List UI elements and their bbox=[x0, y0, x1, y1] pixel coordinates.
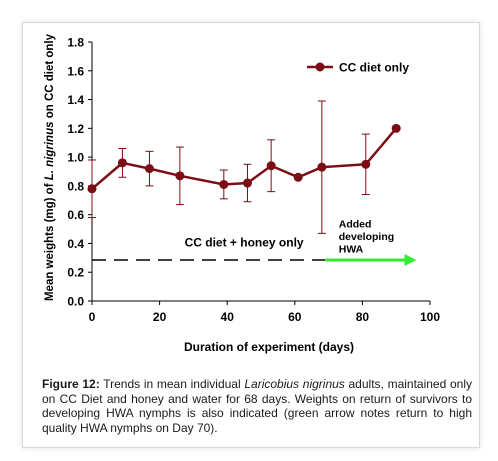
legend-marker bbox=[315, 62, 325, 72]
y-axis-title-suffix: on CC diet only bbox=[44, 33, 56, 121]
data-point bbox=[144, 164, 154, 174]
data-point bbox=[293, 172, 303, 182]
data-point bbox=[361, 159, 371, 169]
data-point bbox=[266, 161, 276, 171]
data-point bbox=[175, 171, 185, 181]
x-axis-title: Duration of experiment (days) bbox=[184, 340, 354, 354]
y-tick-label: 1.0 bbox=[67, 151, 84, 165]
y-tick-label: 1.8 bbox=[67, 36, 84, 50]
y-tick-label: 0.0 bbox=[67, 295, 84, 309]
data-point bbox=[219, 179, 229, 189]
annotation-hwa-line: Added bbox=[339, 219, 372, 231]
y-tick-label: 1.6 bbox=[67, 64, 84, 78]
caption-text-before: Trends in mean individual bbox=[99, 377, 245, 391]
y-tick-label: 1.4 bbox=[67, 93, 84, 107]
x-tick-label: 100 bbox=[420, 310, 440, 324]
caption-species: Laricobius nigrinus bbox=[244, 377, 345, 391]
x-tick-label: 0 bbox=[89, 310, 96, 324]
data-point bbox=[391, 123, 401, 133]
x-tick-label: 40 bbox=[221, 310, 235, 324]
data-point bbox=[242, 178, 252, 188]
y-axis-title-species: L. nigrinus bbox=[44, 122, 56, 181]
annotation-hwa-line: developing bbox=[339, 231, 394, 243]
y-axis-title: Mean weights (mg) of L. nigrinus on CC d… bbox=[44, 33, 56, 301]
data-point bbox=[317, 162, 327, 172]
annotation-honey: CC diet + honey only bbox=[185, 235, 304, 249]
caption-text-after: adults, maintained only on CC Diet and h… bbox=[42, 377, 472, 435]
y-tick-label: 0.8 bbox=[67, 179, 84, 193]
series-line bbox=[91, 127, 398, 190]
y-tick-label: 0.4 bbox=[67, 237, 84, 251]
caption-label: Figure 12: bbox=[42, 377, 100, 391]
figure-frame bbox=[22, 22, 480, 448]
legend-label: CC diet only bbox=[339, 61, 409, 75]
y-axis-title-prefix: Mean weights (mg) of bbox=[44, 180, 56, 301]
y-tick-label: 0.6 bbox=[67, 208, 84, 222]
x-tick-label: 80 bbox=[356, 310, 370, 324]
green-arrow-head bbox=[404, 253, 417, 266]
annotation-hwa-line: HWA bbox=[339, 244, 364, 256]
data-point bbox=[87, 184, 97, 194]
y-tick-label: 1.2 bbox=[67, 122, 84, 136]
data-point bbox=[117, 158, 127, 168]
figure-caption: Figure 12: Trends in mean individual Lar… bbox=[42, 377, 472, 435]
y-tick-label: 0.2 bbox=[67, 266, 84, 280]
line-chart: 0.0 0.2 0.4 0.6 0.8 1.0 1.2 1.4 1.6 1.8 0 20 40 60 80 1… bbox=[44, 33, 440, 354]
x-tick-label: 20 bbox=[153, 310, 167, 324]
x-tick-label: 60 bbox=[288, 310, 302, 324]
